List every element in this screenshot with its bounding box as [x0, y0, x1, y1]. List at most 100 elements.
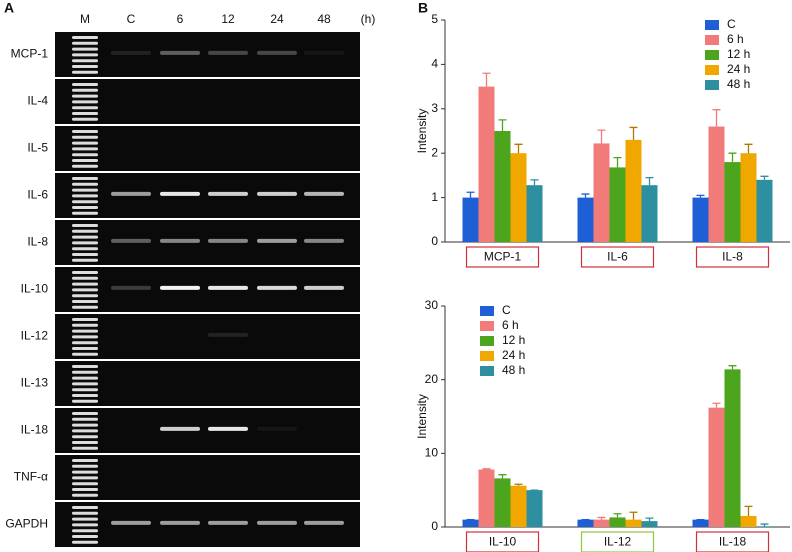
bar: [740, 153, 757, 242]
ladder-band: [72, 117, 98, 121]
ladder-band: [72, 276, 98, 280]
ladder-band: [72, 329, 98, 333]
error-bar: [498, 474, 507, 479]
ladder-band: [72, 206, 98, 209]
y-tick-label: 0: [431, 234, 438, 248]
bar: [577, 197, 594, 242]
bar: [609, 167, 626, 242]
bar: [641, 521, 658, 527]
ladder-band: [72, 318, 98, 321]
category-box: [695, 531, 770, 552]
lane-label: (h): [361, 12, 376, 26]
ladder-band: [72, 70, 98, 74]
ladder-band: [72, 470, 98, 474]
bar: [478, 86, 495, 242]
error-bar: [629, 126, 638, 140]
lane-label: 48: [317, 12, 331, 26]
ladder-band: [72, 376, 98, 380]
bar: [494, 131, 511, 242]
error-bar: [530, 179, 539, 186]
category-box: [580, 246, 655, 268]
gel-row: [55, 126, 360, 171]
gel-band: [208, 285, 248, 290]
ladder-band: [72, 488, 98, 491]
bar: [510, 153, 527, 242]
x-tick-label: IL-6: [607, 250, 628, 264]
ladder-band: [72, 53, 98, 57]
ladder-band: [72, 164, 98, 168]
x-tick-label: IL-8: [722, 250, 743, 264]
ladder-band: [72, 211, 98, 215]
ladder-band: [72, 141, 98, 145]
error-bar: [744, 505, 753, 516]
row-label: IL-4: [27, 94, 48, 108]
ladder-band: [72, 241, 98, 245]
error-bar: [760, 523, 769, 527]
y-tick-label: 20: [425, 372, 439, 386]
legend-swatch: [705, 50, 719, 60]
error-bar: [744, 143, 753, 154]
legend-label: 12 h: [727, 47, 750, 61]
ladder-band: [72, 112, 98, 115]
lane-label: M: [80, 12, 90, 26]
bar: [462, 519, 479, 527]
gel-band: [111, 191, 151, 196]
ladder-band: [72, 200, 98, 204]
ladder-band: [72, 382, 98, 386]
error-bar: [645, 517, 654, 522]
ladder-band: [72, 88, 98, 92]
ladder-band: [72, 271, 98, 274]
gel-band: [257, 520, 297, 525]
gel-band: [111, 520, 151, 525]
gel-band: [208, 520, 248, 525]
error-bar: [597, 129, 606, 144]
gel-band: [304, 238, 344, 243]
lane-label: 6: [177, 12, 184, 26]
bar: [593, 519, 610, 527]
ladder-band: [72, 435, 98, 439]
gel-band: [257, 191, 297, 196]
gel-band: [304, 191, 344, 196]
gel-band: [208, 332, 248, 337]
legend-label: 6 h: [727, 32, 744, 46]
row-label: MCP-1: [11, 47, 49, 61]
ladder-band: [72, 135, 98, 139]
ladder-band: [72, 47, 98, 51]
error-bar: [712, 109, 721, 127]
ladder-band: [72, 153, 98, 157]
bar: [692, 519, 709, 527]
gel-band: [160, 238, 200, 243]
row-label: IL-5: [27, 141, 48, 155]
gel-band: [257, 285, 297, 290]
bar: [625, 139, 642, 242]
gel-band: [111, 238, 151, 243]
error-bar: [466, 191, 475, 198]
gel-band: [160, 520, 200, 525]
row-label: IL-6: [27, 188, 48, 202]
legend-swatch: [480, 336, 494, 346]
ladder-band: [72, 224, 98, 227]
legend-swatch: [705, 65, 719, 75]
ladder-band: [72, 258, 98, 262]
ladder-band: [72, 388, 98, 392]
y-tick-label: 30: [425, 298, 439, 312]
bar: [756, 526, 773, 527]
lane-label: 12: [221, 12, 235, 26]
legend-label: 48 h: [502, 363, 525, 377]
y-tick-label: 0: [431, 519, 438, 533]
ladder-band: [72, 370, 98, 374]
gel-band: [208, 238, 248, 243]
ladder-band: [72, 147, 98, 151]
ladder-band: [72, 523, 98, 527]
ladder-band: [72, 506, 98, 509]
ladder-band: [72, 194, 98, 198]
y-tick-label: 4: [431, 57, 438, 71]
y-tick-label: 10: [425, 446, 439, 460]
ladder-band: [72, 36, 98, 39]
ladder-band: [72, 229, 98, 233]
row-label: IL-18: [21, 423, 49, 437]
gel-band: [160, 191, 200, 196]
row-label: GAPDH: [5, 517, 48, 531]
category-box: [580, 531, 655, 552]
